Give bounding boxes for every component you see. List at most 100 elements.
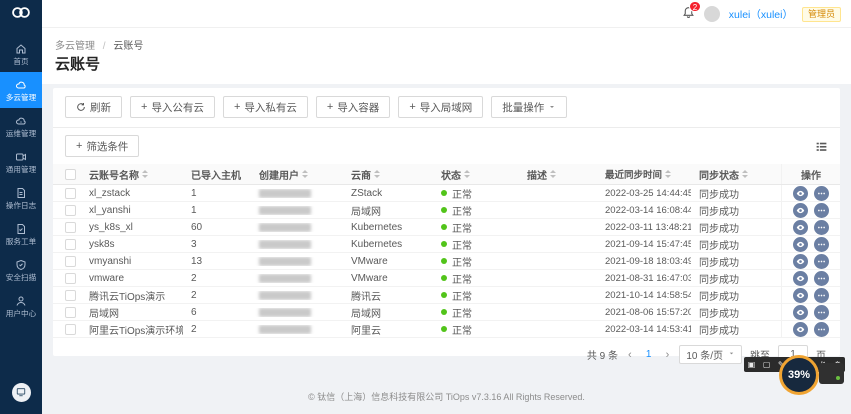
view-button[interactable] — [793, 321, 808, 337]
import-button[interactable]: + 导入容器 — [315, 96, 391, 118]
view-button[interactable] — [793, 253, 808, 269]
page-size-select[interactable]: 10 条/页 — [679, 345, 742, 364]
refresh-button[interactable]: 刷新 — [65, 96, 122, 118]
sidebar-item[interactable]: 服务工单 — [0, 216, 42, 252]
username-link[interactable]: xulei（xulei） — [728, 8, 793, 21]
actions-cell — [781, 304, 840, 320]
sidebar-item-icon — [15, 295, 27, 307]
view-button[interactable] — [793, 202, 808, 218]
sync-status: 同步成功 — [699, 206, 739, 218]
column-header-sync-status[interactable]: 同步状态 — [691, 167, 781, 182]
status-text: 正常 — [452, 257, 472, 269]
more-actions-button[interactable] — [814, 321, 829, 337]
import-button-label: 导入局域网 — [419, 101, 473, 114]
next-page-button[interactable]: › — [665, 348, 670, 361]
avatar[interactable] — [703, 6, 720, 22]
recorder-gauge[interactable]: 39% — [779, 355, 819, 395]
recorder-tool-icon[interactable]: ▣ — [747, 359, 756, 369]
actions-cell — [781, 202, 840, 218]
filter-button[interactable]: + 筛选条件 — [65, 135, 140, 157]
hosts-count: 2 — [191, 323, 197, 335]
status-dot — [441, 326, 447, 332]
status-cell: 正常 — [433, 288, 519, 303]
topbar-right: 2 xulei（xulei） 管理员 — [682, 0, 841, 28]
row-checkbox[interactable] — [65, 255, 76, 267]
row-checkbox[interactable] — [65, 238, 76, 250]
view-button[interactable] — [793, 185, 808, 201]
column-header-status[interactable]: 状态 — [433, 167, 519, 182]
redacted-text — [259, 205, 311, 215]
more-actions-button[interactable] — [814, 287, 829, 303]
row-checkbox[interactable] — [65, 289, 76, 301]
column-header-hosts[interactable]: 已导入主机 — [183, 167, 251, 182]
import-button[interactable]: + 导入公有云 — [130, 96, 215, 118]
more-actions-button[interactable] — [814, 253, 829, 269]
notifications-button[interactable]: 2 — [682, 1, 702, 23]
select-all-checkbox[interactable] — [65, 168, 76, 180]
cloud-provider: VMware — [351, 272, 388, 284]
jump-label: 跳至 — [750, 347, 770, 362]
more-actions-button[interactable] — [814, 236, 829, 252]
view-button[interactable] — [793, 219, 808, 235]
sync-time: 2021-09-14 15:47:45 — [605, 238, 691, 250]
redacted-text — [259, 307, 311, 317]
row-checkbox[interactable] — [65, 272, 76, 284]
sidebar-item[interactable]: 运维管理 — [0, 108, 42, 144]
redacted-text — [259, 290, 311, 300]
import-button[interactable]: + 导入局域网 — [398, 96, 484, 118]
page-unit-label: 页 — [816, 347, 826, 362]
plus-icon: + — [409, 101, 416, 113]
status-dot — [441, 292, 447, 298]
column-label: 描述 — [527, 170, 547, 182]
column-header-name[interactable]: 云账号名称 — [81, 167, 183, 182]
view-button[interactable] — [793, 304, 808, 320]
eye-icon — [796, 257, 805, 266]
hosts-count: 2 — [191, 289, 197, 301]
sidebar-item[interactable]: 首页 — [0, 36, 42, 72]
recorder-tool-icon[interactable]: ▢ — [762, 359, 771, 369]
view-button[interactable] — [793, 236, 808, 252]
sidebar-item[interactable]: 安全扫描 — [0, 252, 42, 288]
sidebar-item[interactable]: 操作日志 — [0, 180, 42, 216]
batch-actions-button[interactable]: 批量操作 — [491, 96, 568, 118]
row-checkbox[interactable] — [65, 187, 76, 199]
view-button[interactable] — [793, 270, 808, 286]
status-dot — [441, 258, 447, 264]
eye-icon — [796, 291, 805, 300]
sidebar-item[interactable]: 用户中心 — [0, 288, 42, 324]
row-checkbox[interactable] — [65, 204, 76, 216]
cloud-provider: VMware — [351, 255, 388, 267]
more-actions-button[interactable] — [814, 270, 829, 286]
sidebar-item[interactable]: 通用管理 — [0, 144, 42, 180]
row-checkbox[interactable] — [65, 306, 76, 318]
table-header-row: 云账号名称 已导入主机 创建用户 云商 状态 — [53, 164, 840, 185]
more-actions-button[interactable] — [814, 304, 829, 320]
actions-cell — [781, 236, 840, 252]
column-settings-icon[interactable] — [815, 140, 828, 153]
status-text: 正常 — [452, 291, 472, 303]
chevron-down-icon — [548, 103, 556, 111]
sidebar-item[interactable]: 多云管理 — [0, 72, 42, 108]
import-button-label: 导入私有云 — [244, 101, 297, 114]
footer: © 钛信（上海）信息科技有限公司 TiOps v7.3.16 All Right… — [42, 390, 851, 403]
column-header-cloud[interactable]: 云商 — [343, 167, 433, 182]
row-checkbox[interactable] — [65, 323, 76, 335]
status-text: 正常 — [452, 325, 472, 337]
view-button[interactable] — [793, 287, 808, 303]
column-header-description[interactable]: 描述 — [519, 167, 597, 182]
current-page-button[interactable]: 1 — [645, 349, 652, 360]
status-cell: 正常 — [433, 186, 519, 201]
cloud-provider: Kubernetes — [351, 221, 403, 233]
more-actions-button[interactable] — [814, 185, 829, 201]
column-header-creator[interactable]: 创建用户 — [251, 167, 343, 182]
sort-icon — [142, 170, 148, 178]
import-button[interactable]: + 导入私有云 — [222, 96, 308, 118]
row-checkbox[interactable] — [65, 221, 76, 233]
actions-cell — [781, 219, 840, 235]
more-actions-button[interactable] — [814, 202, 829, 218]
column-header-sync-time[interactable]: 最近同步时间 — [597, 167, 691, 181]
breadcrumb-parent[interactable]: 多云管理 — [55, 41, 95, 52]
more-actions-button[interactable] — [814, 219, 829, 235]
prev-page-button[interactable]: ‹ — [627, 348, 632, 361]
sidebar-bottom-button[interactable] — [11, 383, 31, 402]
